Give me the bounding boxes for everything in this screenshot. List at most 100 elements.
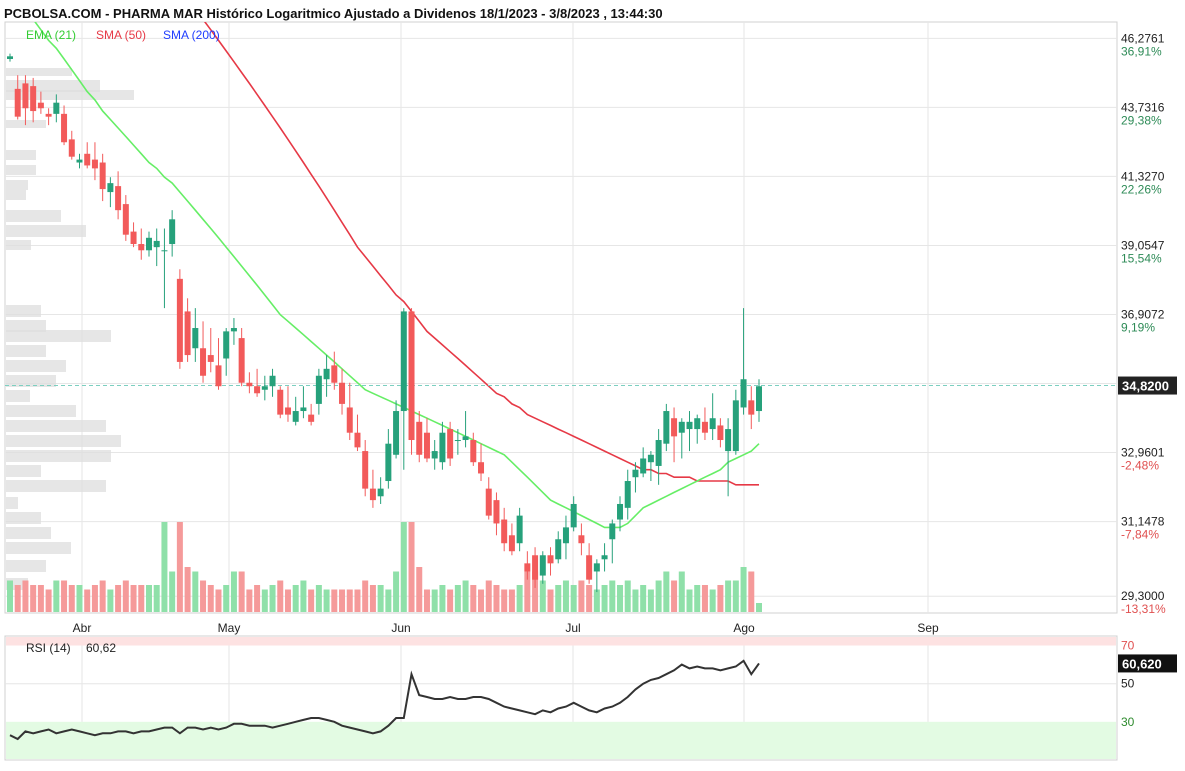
volume-bar — [246, 589, 253, 612]
candle-body — [153, 240, 160, 248]
volume-profile-bar — [6, 68, 72, 76]
candle-body — [346, 407, 353, 433]
volume-bar — [508, 589, 515, 612]
candle-body — [678, 421, 685, 433]
month-label: Sep — [917, 621, 939, 635]
candle-body — [593, 563, 600, 572]
candle-body — [609, 523, 616, 540]
volume-bar — [362, 580, 369, 612]
volume-bar — [277, 580, 284, 612]
price-panel — [4, 21, 1118, 614]
candle-body — [45, 113, 52, 117]
candle-body — [277, 389, 284, 415]
candle-body — [115, 186, 122, 211]
candle-body — [493, 500, 500, 524]
volume-bar — [377, 585, 384, 612]
volume-bar — [524, 571, 531, 612]
pct-tick-label: -13,31% — [1121, 602, 1166, 616]
candle-body — [454, 440, 461, 442]
volume-bar — [493, 585, 500, 612]
volume-bar — [339, 589, 346, 612]
volume-profile-bar — [6, 120, 46, 128]
candle-body — [732, 400, 739, 452]
volume-bar — [176, 522, 183, 612]
candle-body — [717, 425, 724, 441]
volume-bar — [570, 585, 577, 612]
volume-bar — [269, 585, 276, 612]
volume-bar — [470, 585, 477, 612]
price-tick-label: 46,2761 — [1121, 31, 1165, 45]
volume-bar — [45, 589, 52, 612]
volume-bar — [145, 585, 152, 612]
candle-body — [431, 451, 438, 459]
volume-bar — [532, 571, 539, 612]
volume-bar — [462, 580, 469, 612]
volume-profile-bar — [6, 210, 61, 222]
candle-body — [393, 411, 400, 455]
candle-body — [76, 159, 83, 163]
candle-body — [400, 311, 407, 412]
volume-bar — [423, 589, 430, 612]
pct-tick-label: 15,54% — [1121, 251, 1162, 265]
volume-bar — [207, 585, 214, 612]
candle-body — [462, 436, 469, 441]
candle-body — [601, 555, 608, 560]
candle-body — [369, 488, 376, 501]
sma50-line — [203, 22, 759, 486]
volume-profile-bar — [6, 90, 134, 100]
volume-profile-bar — [6, 512, 41, 524]
volume-profile-bar — [6, 375, 56, 387]
candle-body — [539, 555, 546, 576]
rsi-value: 60,62 — [86, 641, 116, 655]
month-label: Jul — [565, 621, 580, 635]
legend-item-sma50: SMA (50) — [96, 28, 146, 42]
candle-body — [586, 555, 593, 580]
candle-body — [22, 83, 29, 109]
candle-body — [385, 443, 392, 482]
volume-bar — [230, 571, 237, 612]
volume-bar — [14, 585, 21, 612]
volume-bar — [439, 585, 446, 612]
rsi-line — [9, 659, 760, 741]
candle-body — [447, 429, 454, 459]
volume-bar — [223, 585, 230, 612]
candle-body — [84, 153, 91, 166]
candle-body — [478, 462, 485, 474]
candle-body — [709, 418, 716, 430]
rsi-level-label: 50 — [1121, 677, 1135, 691]
candle-body — [61, 113, 68, 143]
volume-bar — [138, 585, 145, 612]
volume-bar — [315, 585, 322, 612]
candle-body — [632, 469, 639, 478]
volume-bar — [632, 589, 639, 612]
volume-bar — [671, 580, 678, 612]
price-tick-label: 32,9601 — [1121, 446, 1165, 460]
volume-bar — [122, 580, 129, 612]
candle-body — [315, 375, 322, 404]
volume-profile-bar — [6, 180, 28, 190]
volume-bar — [562, 580, 569, 612]
candle-body — [756, 386, 762, 412]
candle-body — [516, 515, 523, 544]
candle-body — [362, 451, 369, 489]
volume-bar — [663, 571, 670, 612]
volume-bar — [76, 585, 83, 612]
volume-bar — [161, 522, 168, 612]
candle-body — [207, 355, 214, 362]
volume-profile-bar — [6, 80, 100, 92]
volume-bar — [617, 585, 624, 612]
candle-body — [292, 411, 299, 422]
candle-body — [354, 432, 361, 448]
volume-bar — [516, 585, 523, 612]
volume-bar — [447, 589, 454, 612]
candle-body — [223, 331, 230, 359]
volume-profile-bar — [6, 542, 71, 554]
candle-body — [230, 328, 237, 332]
candle-body — [7, 56, 13, 59]
candle-body — [68, 139, 75, 157]
candle-body — [200, 348, 207, 376]
volume-bar — [539, 580, 546, 612]
volume-bar — [709, 589, 716, 612]
volume-bar — [485, 580, 492, 612]
candle-body — [107, 183, 114, 193]
